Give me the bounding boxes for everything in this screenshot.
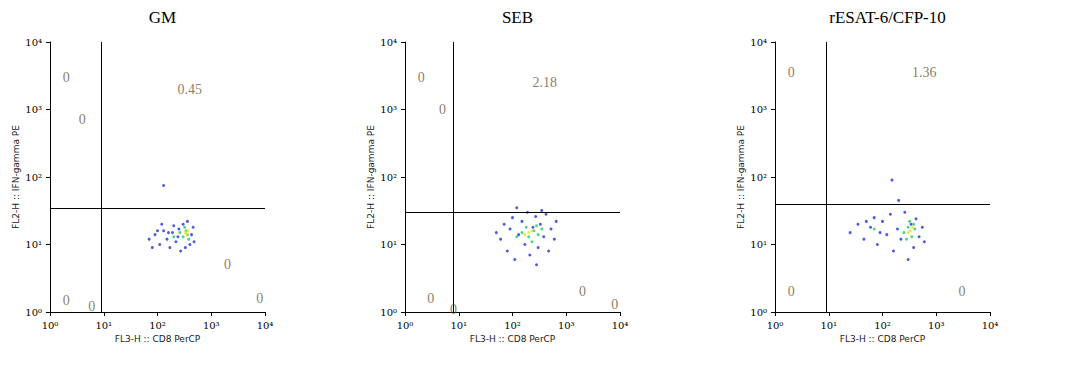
svg-text:10²: 10²: [380, 172, 397, 183]
svg-text:0: 0: [450, 302, 457, 317]
svg-text:10¹: 10¹: [95, 320, 112, 331]
svg-text:0: 0: [427, 291, 434, 306]
svg-text:GM: GM: [149, 8, 176, 27]
svg-text:0: 0: [439, 102, 446, 117]
svg-text:0: 0: [63, 70, 70, 85]
svg-text:10⁰: 10⁰: [767, 320, 784, 331]
svg-text:FL2-H :: IFN-gamma PE: FL2-H :: IFN-gamma PE: [11, 125, 21, 229]
svg-text:FL3-H :: CD8 PerCP: FL3-H :: CD8 PerCP: [470, 334, 556, 344]
svg-text:10⁴: 10⁴: [257, 320, 274, 331]
svg-text:10³: 10³: [750, 104, 767, 115]
svg-text:10¹: 10¹: [750, 239, 767, 250]
svg-text:10⁴: 10⁴: [982, 320, 999, 331]
svg-text:10⁰: 10⁰: [380, 307, 397, 318]
svg-text:10²: 10²: [504, 320, 521, 331]
svg-text:10⁰: 10⁰: [42, 320, 59, 331]
svg-text:1.36: 1.36: [912, 65, 937, 80]
svg-text:FL3-H :: CD8 PerCP: FL3-H :: CD8 PerCP: [115, 334, 201, 344]
svg-text:10¹: 10¹: [25, 239, 42, 250]
svg-text:10²: 10²: [874, 320, 891, 331]
svg-text:0: 0: [788, 284, 795, 299]
svg-text:10³: 10³: [928, 320, 945, 331]
svg-text:0: 0: [788, 65, 795, 80]
svg-text:10³: 10³: [25, 104, 42, 115]
svg-text:10¹: 10¹: [820, 320, 837, 331]
svg-text:10²: 10²: [25, 172, 42, 183]
svg-text:10⁴: 10⁴: [380, 37, 397, 48]
svg-text:10³: 10³: [203, 320, 220, 331]
svg-text:rESAT-6/CFP-10: rESAT-6/CFP-10: [829, 8, 946, 27]
svg-text:10⁰: 10⁰: [397, 320, 414, 331]
svg-text:0: 0: [611, 297, 618, 312]
svg-text:10¹: 10¹: [380, 239, 397, 250]
svg-text:10²: 10²: [149, 320, 166, 331]
svg-text:SEB: SEB: [502, 8, 533, 27]
svg-text:10⁰: 10⁰: [750, 307, 767, 318]
svg-text:0: 0: [418, 70, 425, 85]
svg-text:0: 0: [256, 291, 263, 306]
svg-text:10³: 10³: [558, 320, 575, 331]
svg-text:0: 0: [958, 284, 965, 299]
svg-text:10¹: 10¹: [450, 320, 467, 331]
svg-text:2.18: 2.18: [533, 75, 558, 90]
svg-text:10³: 10³: [380, 104, 397, 115]
svg-text:0: 0: [224, 257, 231, 272]
svg-text:10⁰: 10⁰: [25, 307, 42, 318]
svg-text:0.45: 0.45: [178, 82, 203, 97]
svg-text:0: 0: [79, 112, 86, 127]
svg-text:10⁴: 10⁴: [612, 320, 629, 331]
svg-text:FL2-H :: IFN-gamma PE: FL2-H :: IFN-gamma PE: [736, 125, 746, 229]
svg-text:FL3-H :: CD8 PerCP: FL3-H :: CD8 PerCP: [840, 334, 926, 344]
svg-text:0: 0: [579, 284, 586, 299]
svg-text:0: 0: [63, 293, 70, 308]
svg-text:10²: 10²: [750, 172, 767, 183]
svg-text:10⁴: 10⁴: [25, 37, 42, 48]
svg-text:10⁴: 10⁴: [750, 37, 767, 48]
svg-text:0: 0: [88, 299, 95, 314]
svg-text:FL2-H :: IFN-gamma PE: FL2-H :: IFN-gamma PE: [366, 125, 376, 229]
